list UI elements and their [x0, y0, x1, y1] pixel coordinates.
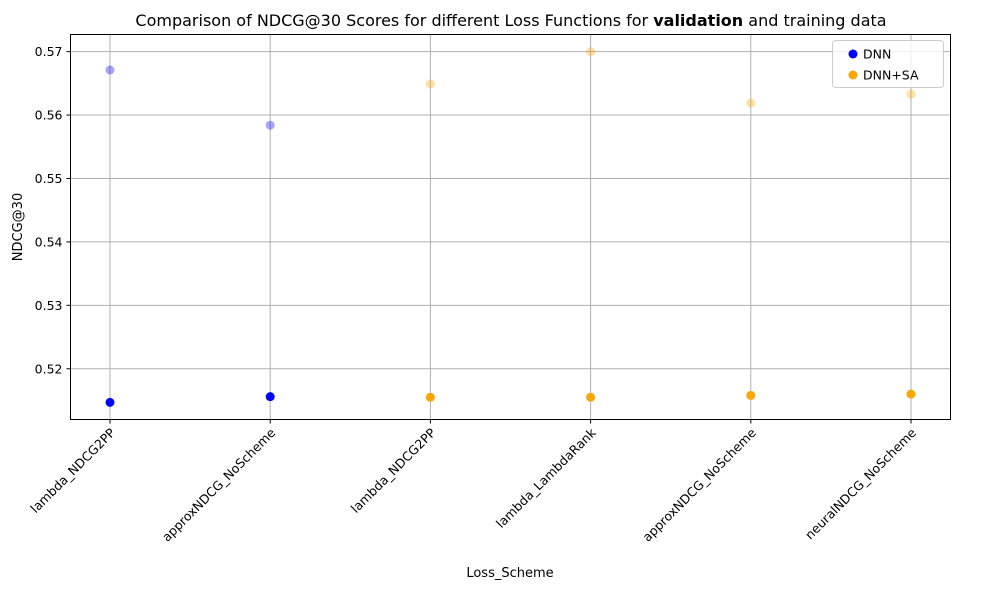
legend: DNN DNN+SA: [832, 40, 944, 88]
legend-label: DNN: [863, 47, 891, 62]
y-tick-label: 0.52: [35, 361, 63, 376]
y-tick-label: 0.55: [35, 171, 63, 186]
x-axis-label: Loss_Scheme: [466, 566, 553, 581]
data-point-validation: [265, 392, 275, 402]
data-point-validation: [586, 392, 596, 402]
chart-title-part: validation: [653, 11, 743, 30]
y-tick-label: 0.57: [35, 44, 63, 59]
y-tick-label: 0.53: [35, 298, 63, 313]
data-point-validation: [906, 389, 916, 399]
y-axis-label: NDCG@30: [11, 193, 26, 261]
legend-frame: [832, 40, 944, 88]
y-tick-label: 0.56: [35, 108, 63, 123]
chart-title: Comparison of NDCG@30 Scores for differe…: [135, 11, 886, 30]
legend-label: DNN+SA: [863, 68, 919, 83]
data-point-training: [105, 65, 115, 75]
grid-lines: [70, 34, 951, 420]
chart-title-part: and training data: [743, 11, 886, 30]
data-points: [105, 47, 916, 407]
data-point-validation: [746, 390, 756, 400]
data-point-training: [586, 47, 596, 57]
data-point-validation: [105, 397, 115, 407]
y-axis-ticks: 0.52 0.53 0.54 0.55 0.56 0.57: [35, 44, 71, 376]
data-point-training: [906, 89, 916, 99]
chart-title-part: Comparison of NDCG@30 Scores for differe…: [135, 11, 653, 30]
data-point-training: [746, 98, 756, 108]
y-tick-label: 0.54: [35, 234, 63, 249]
legend-marker: [848, 49, 858, 59]
data-point-validation: [425, 392, 435, 402]
data-point-training: [425, 79, 435, 89]
data-point-training: [265, 120, 275, 130]
plot-area-frame: [70, 34, 951, 420]
legend-marker: [848, 70, 858, 80]
